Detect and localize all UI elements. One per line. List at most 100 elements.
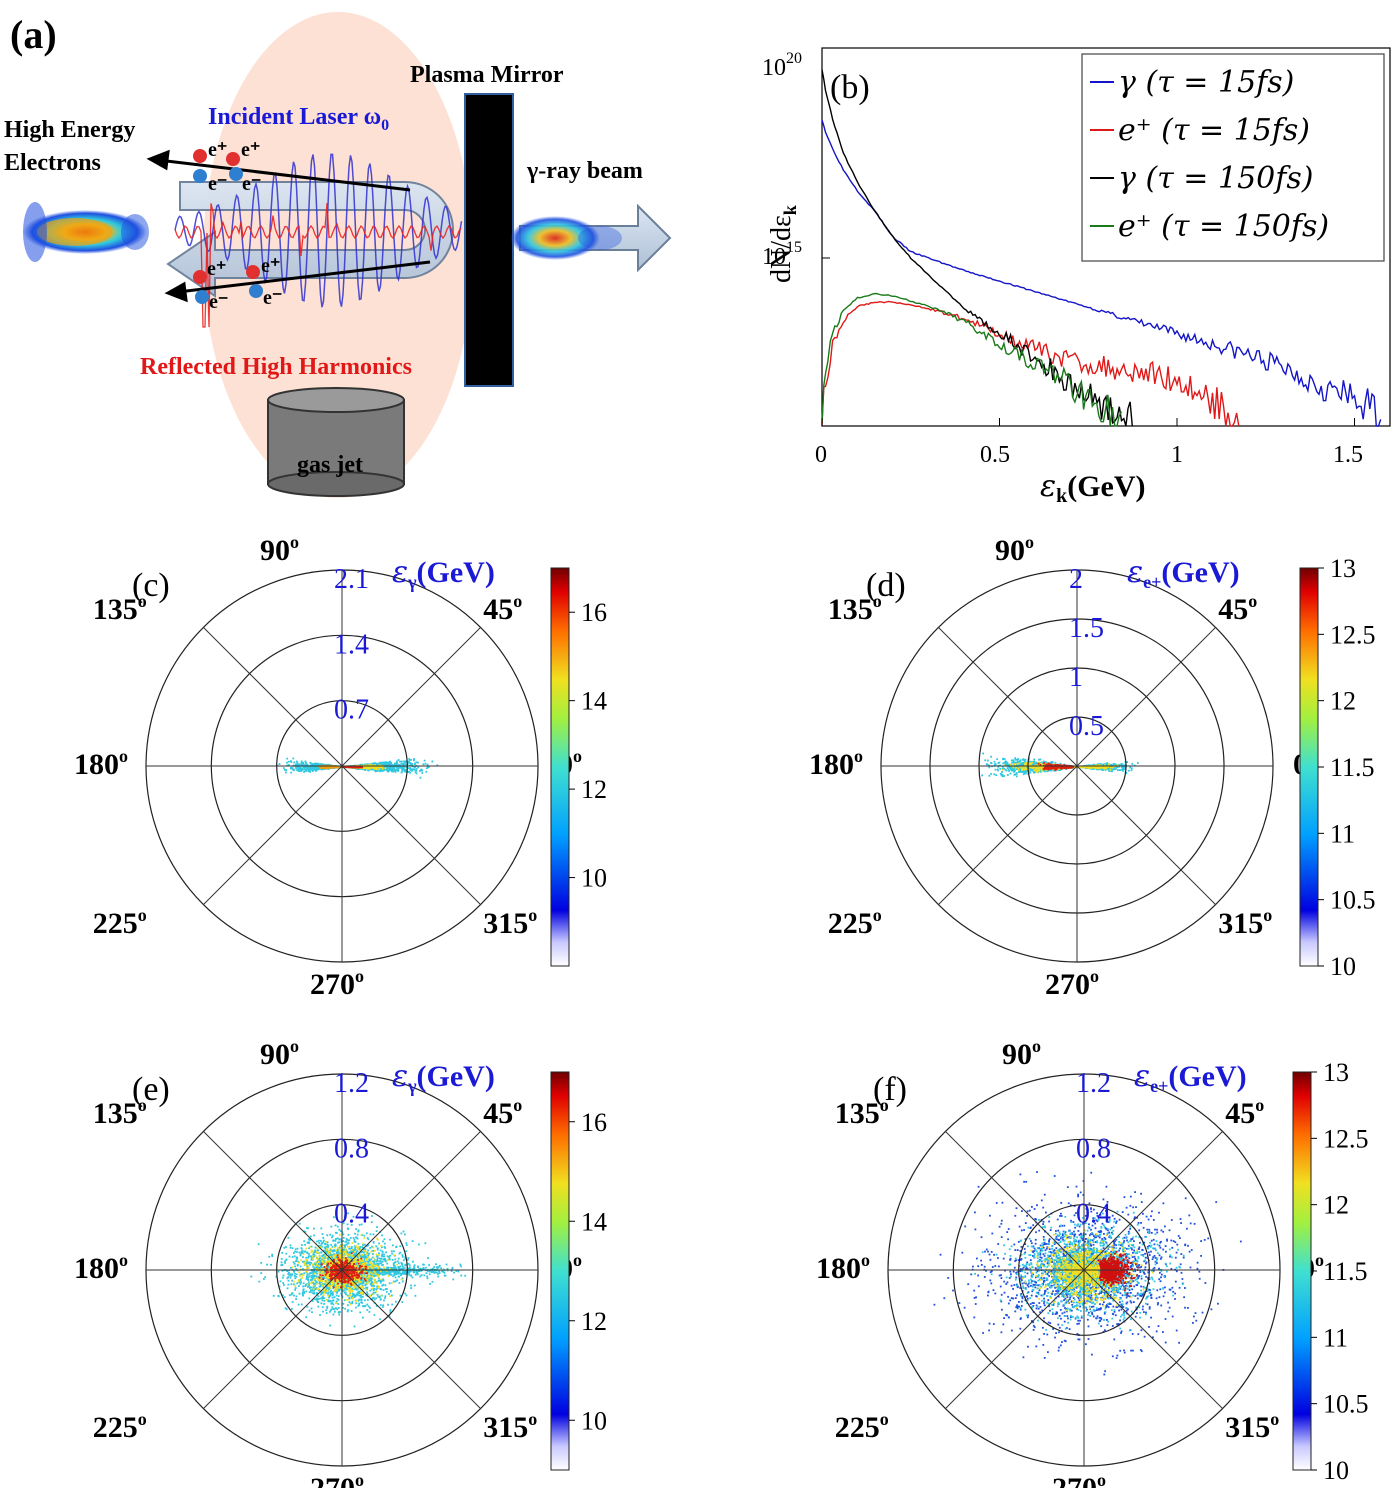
radial-unit: (GeV) xyxy=(417,556,495,589)
scatter-point xyxy=(404,770,406,773)
scatter-point xyxy=(286,757,289,760)
scatter-point xyxy=(1137,762,1139,764)
scatter-point xyxy=(379,770,381,773)
scatter-point xyxy=(334,766,337,768)
scatter-point xyxy=(374,764,376,766)
x-tick-label: 1.5 xyxy=(1333,442,1363,468)
scatter-point xyxy=(1019,759,1022,762)
scatter-point xyxy=(282,767,285,769)
legend-entry: e⁺ (τ = 15fs) xyxy=(1118,113,1310,148)
angle-tick-label: 225o xyxy=(93,905,147,940)
scatter-point xyxy=(375,763,377,766)
scatter-point xyxy=(1131,763,1134,765)
scatter-point xyxy=(391,770,393,772)
scatter-point xyxy=(319,763,322,765)
scatter-point xyxy=(413,768,415,771)
scatter-point xyxy=(358,767,360,770)
scatter-point xyxy=(305,763,308,765)
scatter-point xyxy=(300,762,303,764)
scatter-point xyxy=(318,766,321,769)
scatter-point xyxy=(1054,761,1057,764)
scatter-point xyxy=(431,760,434,763)
scatter-point xyxy=(284,768,286,771)
scatter-point xyxy=(414,771,417,774)
scatter-point xyxy=(1007,774,1009,776)
scatter-point xyxy=(1005,763,1008,766)
scatter-point xyxy=(364,767,367,769)
scatter-point xyxy=(307,767,310,770)
scatter-point xyxy=(314,767,317,770)
scatter-point xyxy=(313,764,316,766)
scatter-point xyxy=(318,768,321,770)
scatter-point xyxy=(1015,758,1018,761)
scatter-point xyxy=(400,760,403,763)
scatter-point xyxy=(411,768,414,771)
scatter-point xyxy=(998,761,1001,764)
scatter-point xyxy=(389,762,392,765)
x-axis-sub: k xyxy=(1056,485,1068,507)
scatter-point xyxy=(401,768,403,771)
scatter-point xyxy=(427,766,430,769)
scatter-point xyxy=(364,766,366,768)
scatter-point xyxy=(379,768,382,771)
positron-dot xyxy=(193,149,207,163)
scatter-point xyxy=(293,769,295,772)
electron-dot xyxy=(195,290,209,304)
x-tick-label: 1 xyxy=(1171,442,1183,468)
scatter-point xyxy=(321,763,324,766)
scatter-point xyxy=(994,768,997,771)
scatter-point xyxy=(379,766,381,769)
scatter-point xyxy=(401,770,404,773)
hee-line-2: Electrons xyxy=(4,150,101,176)
scatter-point xyxy=(981,774,984,777)
scatter-point xyxy=(390,767,393,770)
x-axis-unit: (GeV) xyxy=(1067,470,1145,503)
scatter-point xyxy=(312,766,315,769)
scatter-point xyxy=(301,768,304,771)
scatter-point xyxy=(395,769,398,772)
scatter-point xyxy=(362,765,365,768)
degree-mark: o xyxy=(528,905,537,925)
incident-laser-subscript: 0 xyxy=(381,117,389,134)
scatter-point xyxy=(386,761,388,764)
scatter-point xyxy=(395,763,398,765)
radial-tick-label: 2.1 xyxy=(334,564,369,595)
scatter-point xyxy=(384,767,387,770)
scatter-point xyxy=(990,773,992,775)
scatter-point xyxy=(409,771,412,774)
reflected-harmonics-wave xyxy=(174,203,462,328)
scatter-point xyxy=(415,769,418,772)
scatter-point xyxy=(394,770,397,773)
scatter-point xyxy=(415,767,418,770)
scatter-point xyxy=(313,762,316,765)
scatter-point xyxy=(309,761,312,764)
scatter-point xyxy=(297,765,300,768)
series-line xyxy=(821,69,1133,427)
electron-beam-snapshot xyxy=(23,202,149,262)
scatter-point xyxy=(298,768,301,771)
scatter-point xyxy=(304,760,307,763)
scatter-point xyxy=(1017,760,1020,763)
scatter-point xyxy=(305,769,307,772)
colorbar-gradient xyxy=(550,567,570,967)
angle-value: 90 xyxy=(260,534,290,567)
scatter-point xyxy=(402,764,405,766)
angle-value: 45 xyxy=(483,593,513,626)
scatter-point xyxy=(378,768,380,771)
scatter-point xyxy=(367,767,369,770)
scatter-point xyxy=(380,761,383,764)
scatter-point xyxy=(305,761,307,764)
scatter-point xyxy=(388,766,391,768)
degree-mark: o xyxy=(119,746,128,766)
radial-tick-label: 1.4 xyxy=(334,629,369,660)
angle-value: 270 xyxy=(310,968,355,1001)
scatter-point xyxy=(399,760,401,763)
scatter-point xyxy=(337,765,340,768)
scatter-point xyxy=(314,762,317,765)
scatter-point xyxy=(316,762,318,765)
scatter-point xyxy=(387,768,390,771)
x-axis-symbol: ε xyxy=(1040,469,1056,504)
scatter-point xyxy=(398,764,400,767)
scatter-point xyxy=(1012,759,1015,762)
